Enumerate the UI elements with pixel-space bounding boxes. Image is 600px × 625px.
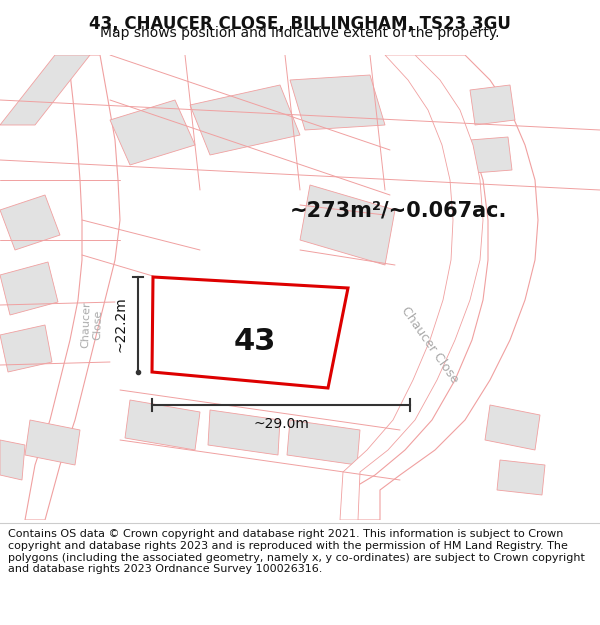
- Text: 43: 43: [234, 327, 277, 356]
- Text: Chaucer Close: Chaucer Close: [399, 304, 461, 386]
- Polygon shape: [290, 75, 385, 130]
- Polygon shape: [485, 405, 540, 450]
- Polygon shape: [0, 440, 25, 480]
- Text: 43, CHAUCER CLOSE, BILLINGHAM, TS23 3GU: 43, CHAUCER CLOSE, BILLINGHAM, TS23 3GU: [89, 16, 511, 33]
- Polygon shape: [25, 420, 80, 465]
- Polygon shape: [0, 195, 60, 250]
- Polygon shape: [190, 85, 300, 155]
- Polygon shape: [497, 460, 545, 495]
- Text: Contains OS data © Crown copyright and database right 2021. This information is : Contains OS data © Crown copyright and d…: [8, 529, 584, 574]
- Polygon shape: [110, 100, 195, 165]
- Polygon shape: [152, 277, 348, 388]
- Text: ~22.2m: ~22.2m: [114, 297, 128, 352]
- Polygon shape: [125, 400, 200, 450]
- Polygon shape: [470, 137, 512, 173]
- Text: ~273m²/~0.067ac.: ~273m²/~0.067ac.: [290, 200, 508, 220]
- Polygon shape: [208, 410, 280, 455]
- Polygon shape: [0, 262, 58, 315]
- Text: ~29.0m: ~29.0m: [253, 417, 309, 431]
- Polygon shape: [300, 185, 395, 265]
- Text: Chaucer
Close: Chaucer Close: [80, 301, 104, 349]
- Polygon shape: [25, 55, 120, 520]
- Text: Map shows position and indicative extent of the property.: Map shows position and indicative extent…: [100, 26, 500, 39]
- Polygon shape: [287, 420, 360, 465]
- Polygon shape: [0, 325, 52, 372]
- Polygon shape: [0, 55, 90, 125]
- Polygon shape: [470, 85, 515, 125]
- Polygon shape: [340, 55, 483, 520]
- Polygon shape: [350, 55, 538, 520]
